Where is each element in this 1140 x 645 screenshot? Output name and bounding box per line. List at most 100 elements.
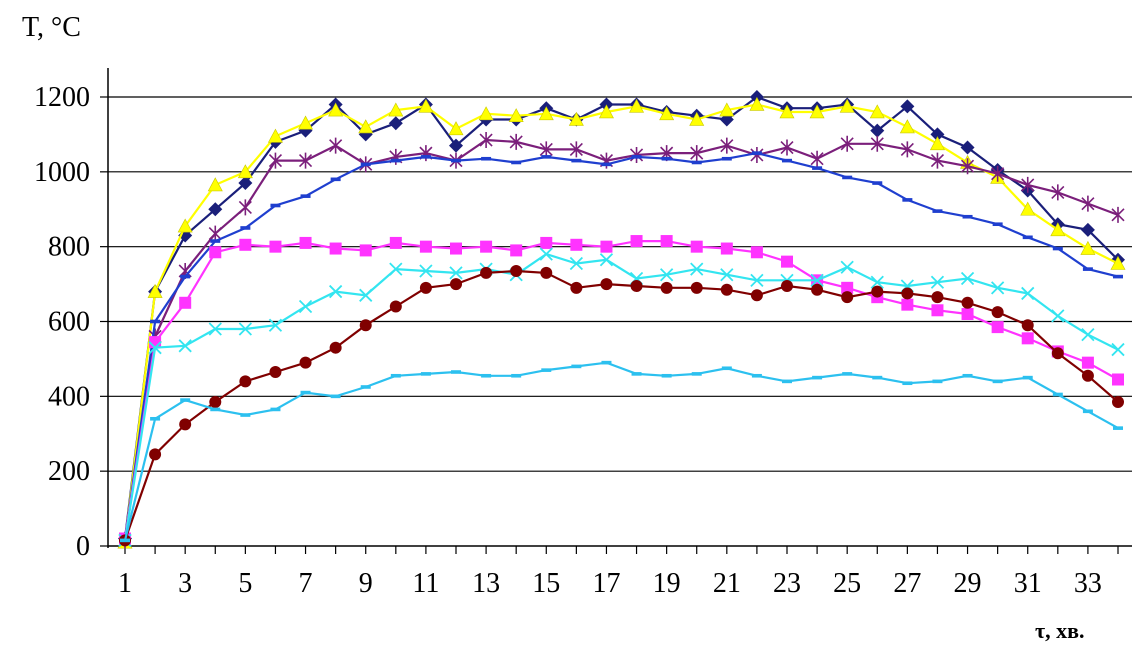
series-8-point-8	[330, 394, 341, 399]
series-4-point-34	[1113, 274, 1123, 279]
series-8-point-9	[360, 385, 371, 389]
series-7-point-26	[871, 285, 884, 298]
series-8-point-14	[511, 373, 522, 378]
series-4-point-31	[1022, 235, 1033, 240]
series-4-point-28	[932, 209, 943, 213]
series-7-point-13	[480, 266, 493, 279]
x-tick-label-9: 9	[359, 568, 373, 599]
series-6-point-3	[178, 339, 192, 353]
series-8-point-26	[872, 375, 883, 380]
series-7-point-17	[600, 278, 613, 291]
series-2-point-12	[448, 121, 464, 136]
series-8-point-2	[150, 416, 161, 421]
series-6-point-2	[148, 341, 162, 355]
series-3-point-16	[569, 141, 583, 158]
x-tick-label-1: 1	[118, 568, 132, 599]
series-3-point-15	[539, 141, 553, 158]
series-2-point-26	[869, 104, 885, 119]
series-2-point-19	[659, 106, 675, 121]
series-2-point-2	[147, 283, 163, 298]
series-3-point-28	[930, 152, 945, 169]
series-6	[118, 247, 1125, 548]
series-8-point-15	[541, 368, 552, 372]
series-3-point-8	[329, 137, 343, 154]
y-tick-label-200: 200	[48, 456, 90, 487]
axes	[100, 68, 1132, 554]
series-5-point-8	[329, 242, 342, 255]
series-group	[117, 90, 1126, 549]
series-2-point-28	[929, 136, 945, 151]
series-1-point-10	[388, 116, 403, 131]
series-7-point-27	[901, 287, 914, 300]
series-2-point-32	[1050, 222, 1066, 237]
series-8-point-23	[782, 379, 792, 384]
series-4-line	[123, 151, 1119, 541]
series-3-point-31	[1021, 176, 1035, 193]
series-2-point-10	[388, 102, 404, 117]
series-3-point-20	[690, 145, 704, 162]
series-8-point-5	[240, 413, 251, 417]
x-tick-label-3: 3	[178, 568, 192, 599]
series-2-point-16	[568, 111, 584, 126]
series-4-point-7	[300, 194, 311, 198]
series-2-point-23	[779, 104, 795, 119]
series-6-point-11	[419, 264, 433, 278]
series-8-point-27	[902, 381, 913, 386]
series-7-point-15	[540, 266, 553, 279]
series-8-point-12	[451, 370, 461, 374]
series-6-point-26	[870, 275, 884, 289]
series-6-point-24	[810, 273, 824, 287]
series-8-point-10	[390, 373, 401, 378]
series-6-point-12	[449, 266, 463, 280]
series-6-point-30	[990, 281, 1005, 295]
series-2-point-25	[839, 98, 855, 113]
series-2-point-3	[177, 218, 193, 233]
series-3-point-4	[208, 225, 222, 242]
series-6-point-10	[389, 262, 403, 276]
series-2-point-20	[689, 111, 705, 126]
series-3	[118, 132, 1125, 549]
series-2-point-31	[1020, 201, 1036, 216]
series-3-point-32	[1051, 184, 1065, 201]
series-6-point-19	[659, 268, 674, 282]
series-7-point-24	[811, 283, 824, 296]
series-6-point-5	[238, 322, 253, 336]
series-7-point-12	[450, 278, 462, 291]
series-8-point-1	[120, 538, 130, 543]
series-7-point-9	[359, 319, 372, 332]
series-2-point-33	[1080, 240, 1096, 255]
series-4-point-14	[511, 160, 522, 165]
x-tick-label-13: 13	[472, 568, 500, 599]
series-5-point-15	[540, 236, 553, 249]
x-tick-label-19: 19	[653, 568, 681, 599]
x-tick-label-21: 21	[713, 568, 741, 599]
series-7-point-34	[1112, 395, 1124, 408]
series-6-point-7	[298, 299, 313, 314]
series-8-point-25	[842, 372, 853, 376]
series-4-point-5	[240, 226, 251, 230]
series-1-point-12	[449, 138, 463, 153]
series-7-point-31	[1021, 319, 1034, 332]
series-8-point-4	[210, 407, 221, 412]
series-7-point-6	[269, 366, 282, 379]
series-7-point-5	[239, 375, 252, 388]
series-4-point-23	[782, 158, 792, 163]
series-5-point-18	[630, 235, 643, 248]
series-3-point-14	[509, 133, 523, 150]
series-3-point-22	[750, 146, 764, 163]
series-2-point-17	[598, 104, 614, 119]
series-8	[120, 360, 1123, 543]
series-3-line	[123, 138, 1119, 541]
series-2-point-11	[418, 98, 434, 113]
series-8-point-32	[1052, 392, 1063, 397]
x-tick-label-11: 11	[412, 568, 439, 599]
series-5-point-3	[179, 296, 192, 309]
series-5-point-2	[149, 336, 162, 349]
series-2-point-24	[809, 104, 825, 119]
series-7-point-28	[931, 291, 944, 304]
series-7-point-2	[149, 448, 162, 461]
series-5-point-33	[1081, 356, 1094, 369]
series-5-point-30	[991, 321, 1004, 334]
series-8-point-24	[812, 375, 823, 380]
